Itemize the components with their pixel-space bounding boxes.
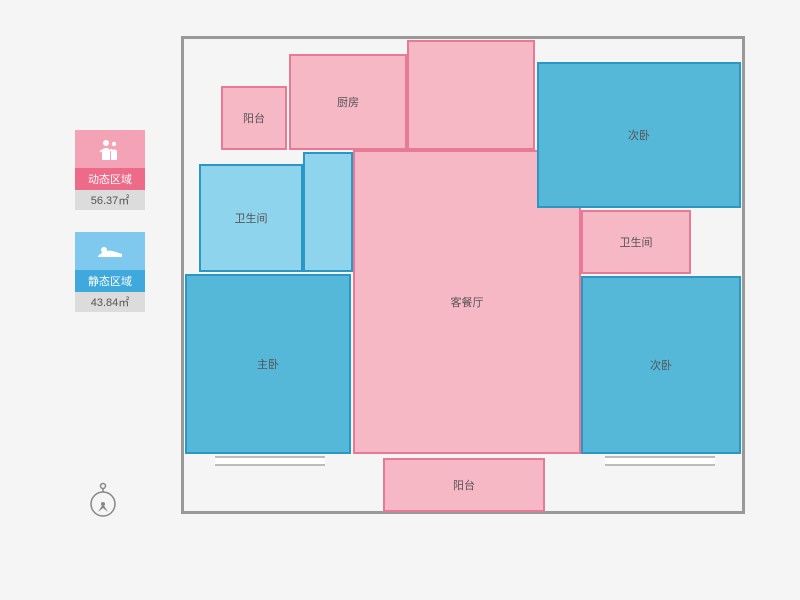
legend-static-value: 43.84㎡	[75, 292, 145, 312]
room-label: 阳台	[453, 477, 475, 493]
room-bed_sec1: 次卧	[537, 62, 741, 208]
people-icon	[75, 130, 145, 168]
room-bed_main: 主卧	[185, 274, 351, 454]
room-bed_sec2: 次卧	[581, 276, 741, 454]
room-label: 厨房	[337, 94, 359, 110]
sleep-icon	[75, 232, 145, 270]
room-label: 次卧	[628, 127, 650, 143]
room-label: 次卧	[650, 357, 672, 373]
room-label: 阳台	[243, 110, 265, 126]
room-bath1: 卫生间	[199, 164, 303, 272]
legend: 动态区域 56.37㎡ 静态区域 43.84㎡	[75, 130, 145, 334]
room-kitchen: 厨房	[289, 54, 407, 150]
room-label: 客餐厅	[451, 294, 484, 310]
room-label: 卫生间	[235, 210, 268, 226]
room-bath2: 卫生间	[581, 210, 691, 274]
legend-static-label: 静态区域	[75, 270, 145, 292]
room-label: 主卧	[257, 356, 279, 372]
legend-static: 静态区域 43.84㎡	[75, 232, 145, 312]
legend-dynamic: 动态区域 56.37㎡	[75, 130, 145, 210]
room-balcony_top: 阳台	[221, 86, 287, 150]
window-sill	[605, 456, 715, 466]
room-corridor_top	[407, 40, 535, 150]
floorplan: 厨房阳台客餐厅卫生间阳台主卧卫生间次卧次卧	[185, 40, 745, 520]
legend-dynamic-value: 56.37㎡	[75, 190, 145, 210]
room-label: 卫生间	[620, 234, 653, 250]
compass-icon	[84, 482, 122, 520]
room-balcony_bottom: 阳台	[383, 458, 545, 512]
room-hall_strip	[303, 152, 353, 272]
window-sill	[215, 456, 325, 466]
legend-dynamic-label: 动态区域	[75, 168, 145, 190]
